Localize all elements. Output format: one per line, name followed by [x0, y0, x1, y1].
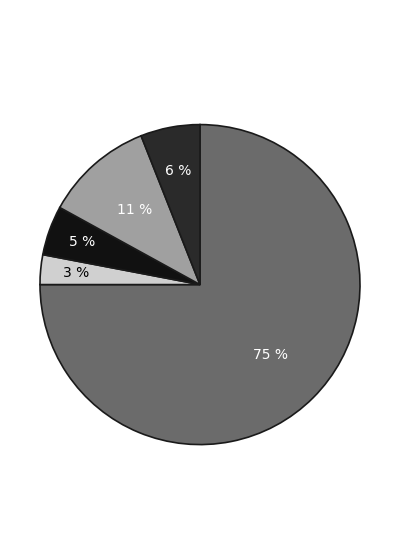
- Text: 6 %: 6 %: [165, 165, 192, 179]
- Wedge shape: [40, 124, 360, 445]
- Wedge shape: [141, 124, 200, 285]
- Text: 3 %: 3 %: [63, 266, 89, 280]
- Text: 11 %: 11 %: [117, 203, 152, 217]
- Wedge shape: [43, 208, 200, 285]
- Wedge shape: [60, 136, 200, 285]
- Wedge shape: [40, 254, 200, 285]
- Text: 5 %: 5 %: [70, 235, 96, 249]
- Text: 75 %: 75 %: [253, 348, 288, 362]
